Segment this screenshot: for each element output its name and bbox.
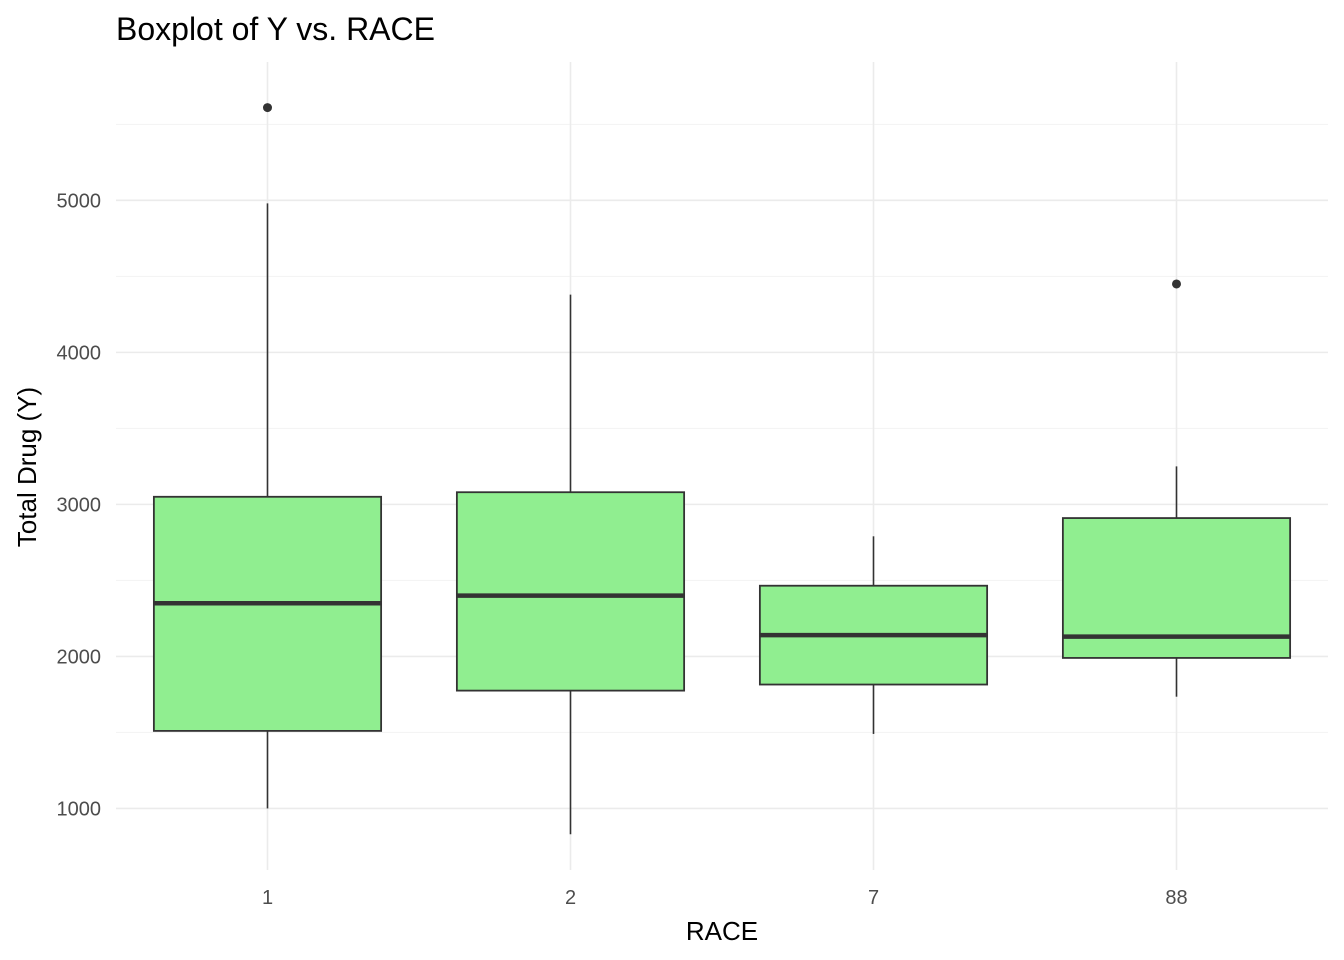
box xyxy=(152,495,383,732)
x-tick-label: 1 xyxy=(262,887,273,909)
y-tick-label: 1000 xyxy=(57,798,102,820)
chart-title: Boxplot of Y vs. RACE xyxy=(116,11,435,47)
outlier-point xyxy=(1172,279,1181,289)
box-group-race-1 xyxy=(152,103,383,809)
x-tick-label: 2 xyxy=(565,887,576,909)
y-tick-label: 2000 xyxy=(57,646,102,668)
y-axis-ticks: 1000 2000 3000 4000 5000 xyxy=(57,190,102,820)
boxes xyxy=(152,103,1292,835)
box xyxy=(455,491,686,692)
outlier-point xyxy=(263,103,272,113)
x-axis-ticks: 1 2 7 88 xyxy=(262,887,1188,909)
box-group-race-7 xyxy=(758,536,989,734)
x-tick-label: 88 xyxy=(1165,887,1187,909)
grid xyxy=(116,62,1328,870)
y-tick-label: 4000 xyxy=(57,342,102,364)
y-axis-title: Total Drug (Y) xyxy=(12,387,42,547)
x-axis-title: RACE xyxy=(686,916,758,946)
y-tick-label: 3000 xyxy=(57,494,102,516)
y-tick-label: 5000 xyxy=(57,190,102,212)
x-tick-label: 7 xyxy=(868,887,879,909)
box-group-race-2 xyxy=(455,294,686,835)
box-group-race-88 xyxy=(1061,279,1292,697)
